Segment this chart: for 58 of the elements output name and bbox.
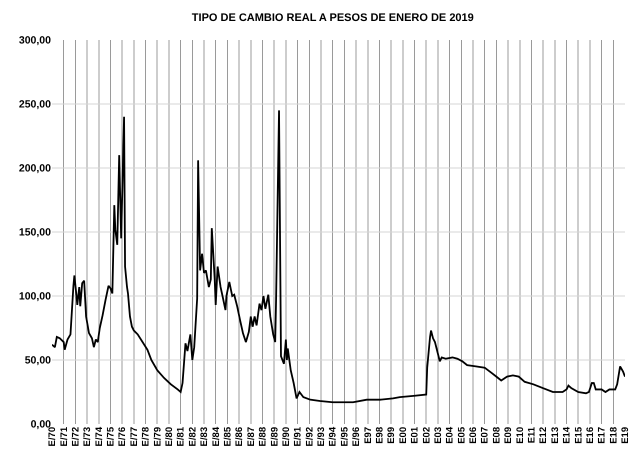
x-tick-label: E10	[514, 426, 526, 444]
x-tick-label: E15	[573, 426, 584, 444]
y-tick-label: 250,00	[18, 98, 52, 111]
y-tick-label: 300,00	[18, 34, 52, 47]
x-tick-label: E/78	[140, 426, 152, 446]
x-tick-label: E/83	[199, 426, 210, 446]
x-tick-label: E98	[374, 426, 386, 444]
x-tick-label: E97	[362, 426, 374, 444]
x-tick-label: E03	[432, 426, 444, 444]
x-tick-label: E/80	[164, 426, 176, 446]
y-tick-label: 150,00	[18, 226, 52, 239]
x-tick-label: E/87	[246, 426, 257, 446]
x-tick-label: E/86	[234, 426, 246, 446]
x-tick-label: E14	[562, 426, 573, 444]
x-tick-label: E19	[620, 426, 632, 444]
x-tick-label: E17	[596, 426, 608, 444]
chart-title: TIPO DE CAMBIO REAL A PESOS DE ENERO DE 2019	[192, 12, 474, 24]
x-tick-label: E06	[468, 426, 480, 444]
x-tick-label: E04	[444, 426, 456, 444]
x-tick-label: E/94	[328, 426, 339, 446]
x-tick-label: E99	[386, 426, 398, 444]
x-tick-label: E/73	[82, 426, 94, 446]
x-tick-label: E/82	[187, 426, 198, 446]
x-tick-label: E/93	[316, 426, 328, 446]
x-tick-label: E/75	[106, 426, 117, 446]
x-tick-label: E/95	[339, 426, 350, 446]
x-tick-label: E/81	[176, 426, 187, 446]
x-tick-label: E08	[491, 426, 502, 444]
x-tick-label: E/90	[280, 426, 292, 446]
y-tick-label: 100,00	[18, 290, 52, 303]
x-tick-label: E/71	[58, 426, 70, 446]
x-tick-label: E16	[584, 426, 596, 444]
x-tick-label: E/77	[128, 426, 140, 446]
x-tick-label: E05	[456, 426, 468, 444]
x-tick-label: E18	[608, 426, 620, 444]
x-tick-label: E/88	[258, 426, 269, 446]
x-tick-label: E/84	[210, 426, 222, 446]
x-tick-label: E/72	[70, 426, 82, 446]
y-tick-label: 50,00	[24, 354, 52, 367]
x-tick-label: E12	[538, 426, 550, 444]
x-tick-label: E00	[398, 426, 409, 444]
x-tick-label: E09	[503, 426, 514, 444]
x-tick-label: E/89	[269, 426, 280, 446]
x-tick-label: E/76	[117, 426, 128, 446]
x-tick-label: E/74	[94, 426, 105, 446]
x-tick-label: E/79	[152, 426, 164, 446]
y-tick-label: 200,00	[18, 162, 52, 175]
x-tick-label: E/92	[304, 426, 316, 446]
x-tick-label: E/96	[351, 426, 362, 446]
x-tick-label: E13	[550, 426, 561, 444]
line-series	[52, 110, 625, 404]
x-tick-label: E02	[421, 426, 432, 444]
x-tick-label: E/85	[222, 426, 234, 446]
x-tick-label: E01	[410, 426, 421, 444]
x-tick-label: E11	[526, 426, 538, 444]
x-tick-label: E/70	[47, 426, 58, 446]
x-tick-label: E/91	[292, 426, 304, 446]
x-tick-label: E07	[480, 426, 491, 444]
